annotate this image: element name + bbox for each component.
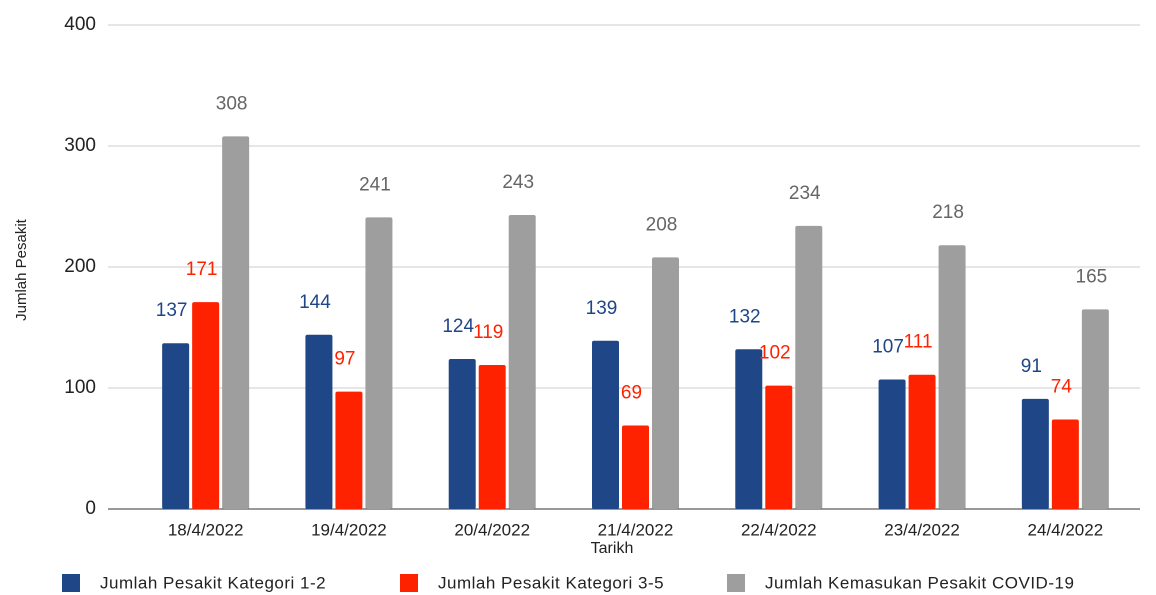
data-label: 144 xyxy=(299,292,331,313)
bar xyxy=(222,136,250,509)
bar xyxy=(622,425,649,509)
legend-label: Jumlah Pesakit Kategori 3-5 xyxy=(438,573,664,592)
bar xyxy=(192,302,220,509)
bar xyxy=(908,374,936,509)
bar xyxy=(592,340,619,509)
bar xyxy=(878,379,906,509)
data-label: 102 xyxy=(759,343,791,364)
x-tick-label: 23/4/2022 xyxy=(884,520,960,539)
x-tick-label: 19/4/2022 xyxy=(311,520,387,539)
data-label: 111 xyxy=(904,332,933,353)
bar xyxy=(652,257,679,509)
bar xyxy=(365,217,393,509)
bar xyxy=(305,334,333,509)
x-tick-label: 22/4/2022 xyxy=(741,520,817,539)
y-tick-label: 400 xyxy=(64,14,96,35)
bar xyxy=(335,391,363,509)
data-label: 241 xyxy=(359,174,391,195)
x-tick-label: 18/4/2022 xyxy=(168,520,244,539)
bar xyxy=(765,385,793,509)
legend-swatch xyxy=(727,574,745,592)
bar xyxy=(735,349,763,509)
data-label: 124 xyxy=(442,316,474,337)
y-tick-label: 200 xyxy=(64,256,96,277)
data-label: 139 xyxy=(586,298,618,319)
bar xyxy=(162,343,190,509)
y-tick-label: 100 xyxy=(64,377,96,398)
data-label: 243 xyxy=(502,172,534,193)
data-label: 74 xyxy=(1051,376,1073,397)
data-label: 69 xyxy=(621,383,642,404)
legend-swatch xyxy=(62,574,80,592)
data-label: 165 xyxy=(1076,266,1108,287)
bar xyxy=(795,225,823,510)
data-label: 132 xyxy=(729,306,761,327)
bar xyxy=(938,245,966,509)
y-tick-label: 0 xyxy=(85,498,96,519)
bar xyxy=(448,358,476,509)
data-label: 234 xyxy=(789,183,821,204)
y-tick-label: 300 xyxy=(64,135,96,156)
x-axis-title: Tarikh xyxy=(591,540,634,557)
legend-label: Jumlah Pesakit Kategori 1-2 xyxy=(100,573,326,592)
data-label: 208 xyxy=(646,214,678,235)
x-tick-label: 20/4/2022 xyxy=(454,520,530,539)
data-label: 308 xyxy=(216,93,248,114)
legend-label: Jumlah Kemasukan Pesakit COVID-19 xyxy=(765,573,1074,592)
bar xyxy=(478,365,506,509)
bar xyxy=(1021,398,1049,509)
data-label: 137 xyxy=(156,300,188,321)
bar xyxy=(1081,309,1109,509)
legend-swatch xyxy=(400,574,418,592)
data-label: 171 xyxy=(186,259,218,280)
bar xyxy=(508,214,536,509)
x-tick-label: 24/4/2022 xyxy=(1028,520,1104,539)
bar xyxy=(1051,419,1079,509)
data-label: 91 xyxy=(1021,356,1042,377)
data-label: 218 xyxy=(932,202,964,223)
y-axis-title: Jumlah Pesakit xyxy=(13,218,30,321)
data-label: 119 xyxy=(473,322,503,343)
data-label: 97 xyxy=(334,349,355,370)
data-label: 107 xyxy=(872,337,904,358)
x-tick-label: 21/4/2022 xyxy=(598,520,674,539)
